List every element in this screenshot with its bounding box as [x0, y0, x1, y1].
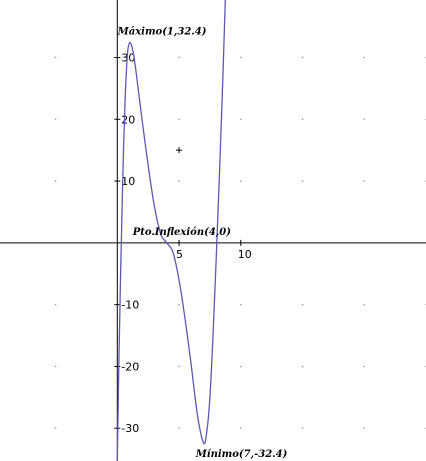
axis-ticks — [114, 56, 242, 429]
inflexion-label: Pto.Inflexión(4,0) — [132, 227, 232, 238]
grid-dot — [178, 118, 180, 121]
grid-dot — [54, 180, 57, 182]
grid-dot — [301, 303, 304, 306]
x-tick-label: 10 — [238, 248, 252, 261]
x-tick-label: 5 — [176, 248, 183, 261]
grid-dot — [239, 427, 242, 430]
grid-dot — [178, 365, 180, 368]
y-tick-label: -20 — [121, 360, 139, 373]
grid-dot — [54, 303, 57, 306]
grid-dots — [54, 56, 426, 430]
grid-dot — [363, 180, 366, 182]
grid-dot — [363, 365, 366, 368]
grid-dot — [301, 118, 304, 121]
grid-dot — [178, 427, 180, 430]
function-curve — [116, 0, 226, 461]
plus-marker — [176, 147, 183, 154]
y-tick-label: 30 — [121, 51, 135, 64]
grid-dot — [54, 365, 57, 368]
grid-dot — [54, 427, 57, 430]
grid-dot — [54, 56, 57, 59]
grid-dot — [239, 56, 242, 59]
maximo-label: Máximo(1,32.4) — [117, 27, 207, 38]
grid-dot — [239, 180, 242, 182]
grid-dot — [239, 118, 242, 121]
grid-dot — [239, 365, 242, 368]
y-tick-label: 10 — [121, 175, 135, 188]
minimo-label: Mínimo(7,-32.4) — [195, 449, 288, 460]
grid-dot — [363, 427, 366, 430]
y-tick-label: 20 — [121, 113, 135, 126]
grid-dot — [54, 118, 57, 121]
grid-dot — [301, 56, 304, 59]
annotations: Máximo(1,32.4) Pto.Inflexión(4,0) Mínimo(7… — [117, 27, 288, 460]
grid-dot — [301, 427, 304, 430]
grid-dot — [178, 303, 180, 306]
grid-dot — [363, 303, 366, 306]
grid-dot — [363, 56, 366, 59]
grid-dot — [178, 180, 180, 182]
grid-dot — [363, 118, 366, 121]
y-tick-label: -10 — [121, 299, 139, 312]
grid-dot — [178, 56, 180, 59]
grid-dot — [301, 180, 304, 182]
grid-dot — [239, 303, 242, 306]
y-tick-label: -30 — [121, 422, 139, 435]
grid-dot — [301, 365, 304, 368]
